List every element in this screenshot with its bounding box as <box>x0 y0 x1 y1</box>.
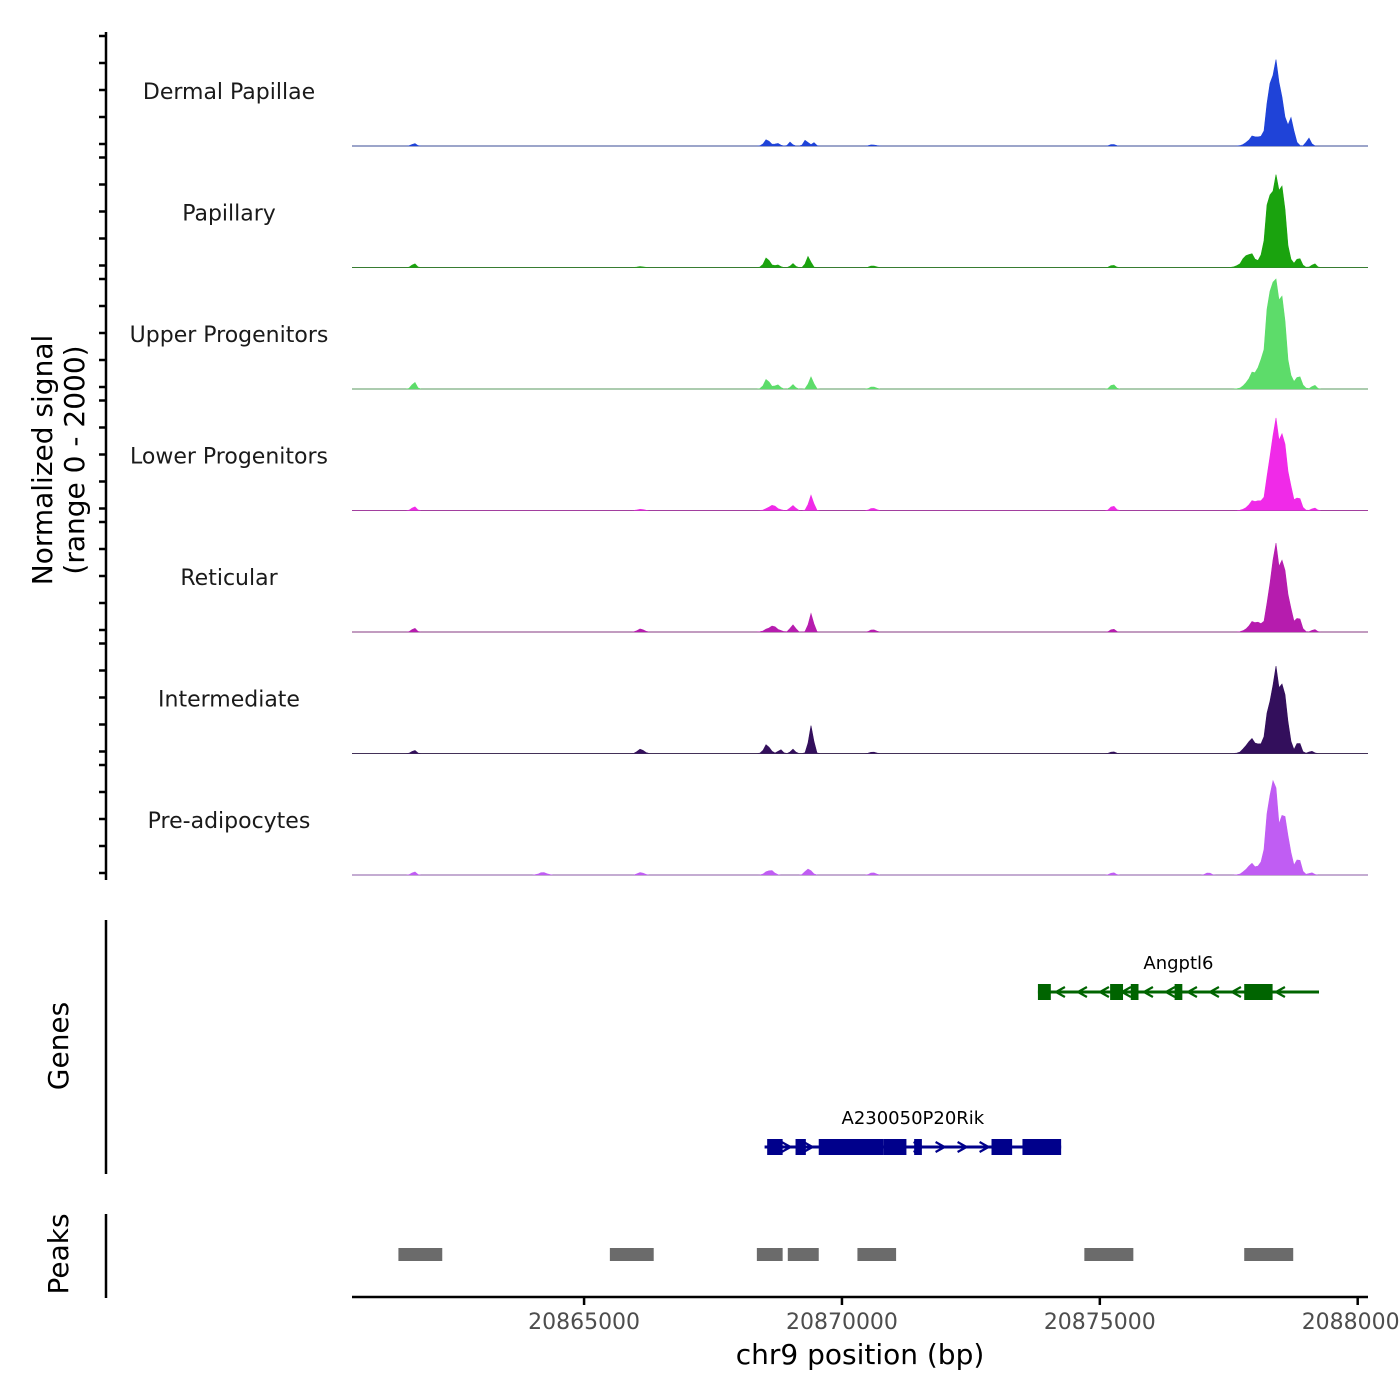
coverage-area <box>352 278 1368 390</box>
strand-arrow <box>957 1141 969 1153</box>
track-label: Papillary <box>182 202 276 227</box>
x-axis-title: chr9 position (bp) <box>736 1338 985 1371</box>
exon <box>1174 984 1183 1000</box>
strand-arrow <box>1141 986 1154 998</box>
track-label: Dermal Papillae <box>143 80 315 105</box>
gene-name-label: A230050P20Rik <box>842 1108 985 1129</box>
coverage-area <box>352 665 1368 754</box>
exon <box>818 1139 884 1155</box>
exon <box>1110 984 1124 1000</box>
coverage-y-ticks <box>99 34 106 875</box>
strand-arrow <box>935 1141 947 1153</box>
exon <box>991 1139 1013 1155</box>
strand-arrow <box>1185 986 1198 998</box>
gene-name-label: Angptl6 <box>1143 953 1213 974</box>
exon <box>883 1139 907 1155</box>
x-axis-ticks: 20865000 20870000 20875000 20880000 <box>528 1297 1400 1335</box>
track-label: Lower Progenitors <box>130 445 328 470</box>
coverage-area <box>352 543 1368 633</box>
strand-arrow <box>1229 986 1242 998</box>
track-intermediate: Intermediate <box>158 665 1368 754</box>
exon <box>795 1139 806 1155</box>
strand-arrow <box>1163 986 1176 998</box>
exon <box>767 1139 783 1155</box>
track-dermal-papillae: Dermal Papillae <box>143 59 1368 147</box>
strand-arrow <box>803 1141 815 1153</box>
track-papillary: Papillary <box>182 174 1368 268</box>
strand-arrow <box>979 1141 991 1153</box>
strand-arrow <box>1097 986 1110 998</box>
track-lower-progenitors: Lower Progenitors <box>130 417 1368 511</box>
coverage-area <box>352 59 1368 147</box>
track-upper-progenitors: Upper Progenitors <box>130 278 1368 390</box>
peak-region <box>756 1248 783 1261</box>
strand-arrow <box>1273 986 1286 998</box>
exon <box>1130 984 1139 1000</box>
peak-region <box>609 1248 654 1261</box>
strand-arrow <box>1075 986 1088 998</box>
strand-arrow <box>1207 986 1220 998</box>
track-label: Pre-adipocytes <box>148 809 311 834</box>
x-tick-label: 20880000 <box>1302 1310 1400 1335</box>
track-pre-adipocytes: Pre-adipocytes <box>148 779 1368 876</box>
peaks-axis-title: Peaks <box>42 1213 75 1294</box>
coverage-y-axis-title: Normalized signal <box>26 335 59 586</box>
coverage-y-axis-range: (range 0 - 2000) <box>58 345 91 574</box>
peak-region <box>1084 1248 1134 1261</box>
track-label: Reticular <box>180 566 278 591</box>
strand-arrow <box>781 1141 793 1153</box>
peak-region <box>1244 1248 1294 1261</box>
exon <box>1037 984 1051 1000</box>
genes-axis-title: Genes <box>42 1002 75 1090</box>
peak-region <box>857 1248 897 1261</box>
gene-a230050p20rik: A230050P20Rik <box>764 1108 1062 1155</box>
coverage-area <box>352 417 1368 511</box>
coverage-tracks: Dermal Papillae Papillary Upper Progenitor… <box>130 59 1368 876</box>
coverage-area <box>352 779 1368 876</box>
exon <box>914 1139 922 1155</box>
peak-region <box>398 1248 443 1261</box>
coverage-area <box>352 174 1368 268</box>
exon <box>1022 1139 1062 1155</box>
gene-angptl6: Angptl6 <box>1037 953 1320 1000</box>
track-label: Intermediate <box>158 688 300 713</box>
track-label: Upper Progenitors <box>130 323 329 348</box>
track-reticular: Reticular <box>180 543 1368 633</box>
gene-annotations: Angptl6 A230050P20Rik <box>764 953 1320 1155</box>
x-tick-label: 20875000 <box>1044 1310 1156 1335</box>
peak-regions <box>398 1248 1294 1261</box>
peak-region <box>787 1248 819 1261</box>
strand-arrow <box>1053 986 1066 998</box>
exon <box>1244 984 1273 1000</box>
x-tick-label: 20865000 <box>528 1310 640 1335</box>
x-tick-label: 20870000 <box>786 1310 898 1335</box>
